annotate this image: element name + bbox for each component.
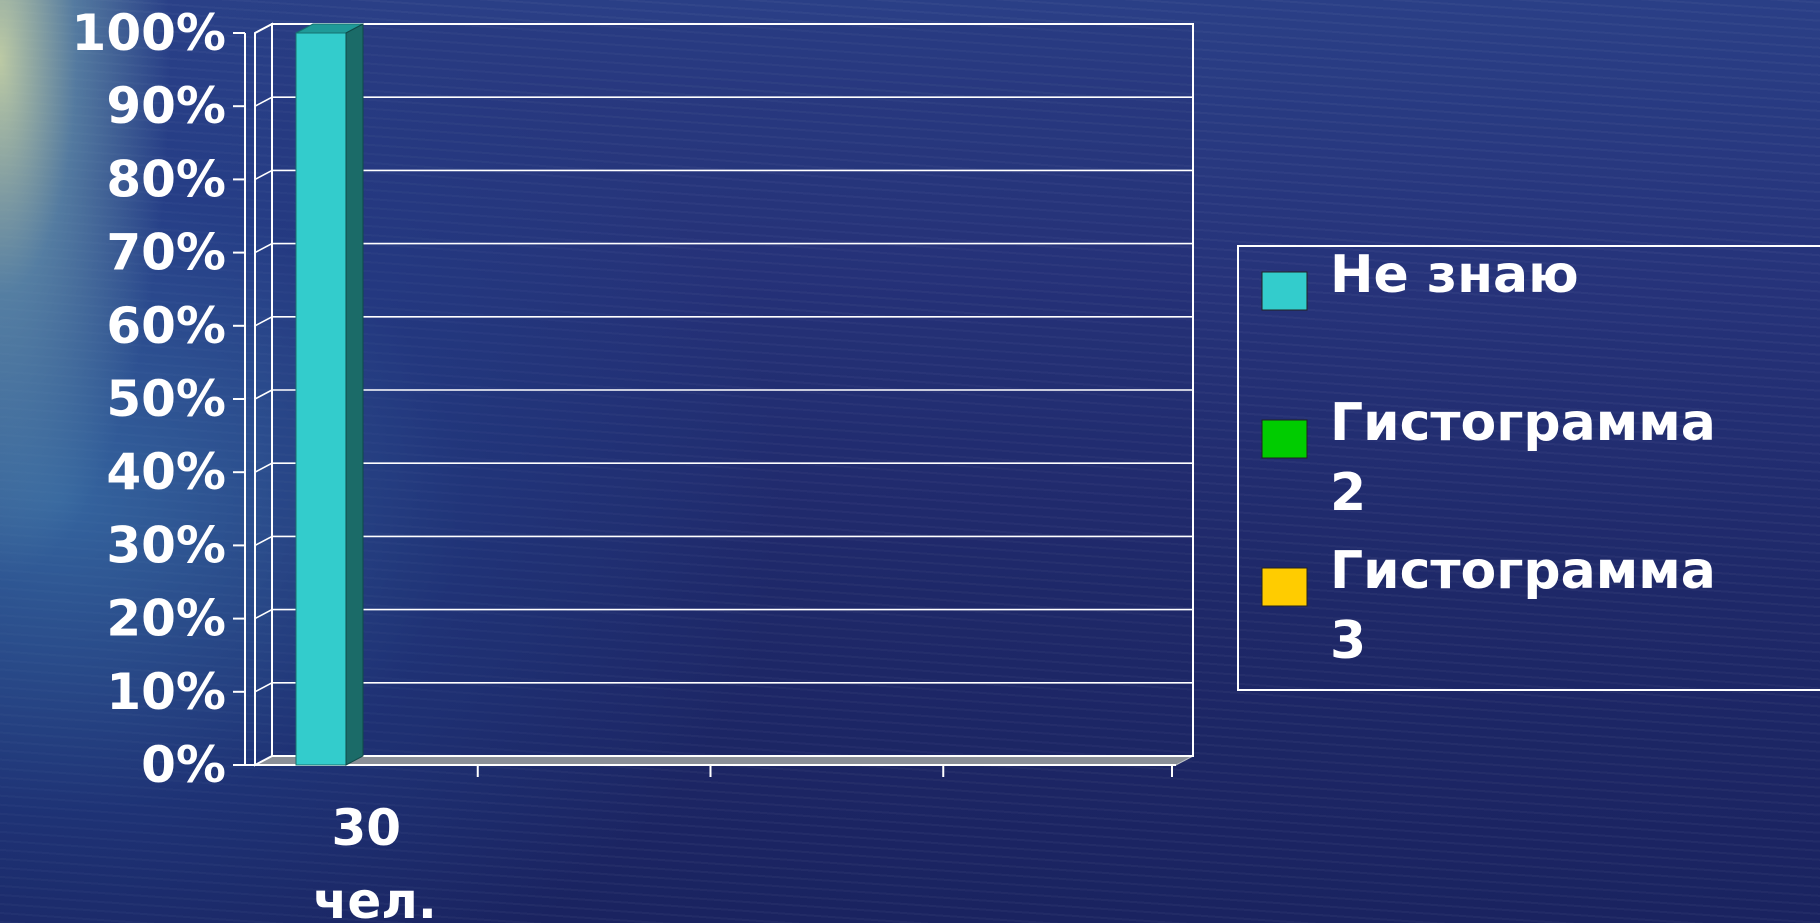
y-tick-label: 0% [141,736,226,794]
x-tick-label-line-2: чел. [313,872,437,923]
chart-floor [254,755,1194,766]
y-tick-label: 70% [106,224,226,282]
legend-label-line: 3 [1330,611,1366,671]
legend-item: Гистограмма 2 [1261,393,1716,523]
gridline-side [254,169,273,181]
gridline-side [254,389,273,400]
y-tick-label: 60% [106,297,226,355]
legend: Не знаю Гистограмма 2 Гистограмма 3 [1237,245,1820,691]
y-tick-label: 100% [72,4,226,62]
x-tick-label-line-1: 30 [331,799,401,857]
legend-label-line: Гистограмма [1330,393,1716,453]
gridline-side [254,316,273,327]
legend-swatch [1261,271,1308,311]
legend-swatch [1261,419,1308,459]
legend-swatch [1261,567,1308,607]
gridline-side [254,23,273,34]
bar-0 [295,23,364,766]
legend-label-line: 2 [1330,463,1366,523]
legend-label-line: Гистограмма [1330,541,1716,601]
gridline-side [254,242,273,254]
x-tick-label: 30 чел. [313,799,437,923]
y-tick-label: 80% [106,150,226,208]
bars [295,23,364,766]
gridline-side [254,462,273,473]
y-tick-label: 50% [106,370,226,428]
y-tick-label: 30% [106,516,226,574]
gridline-side [254,535,273,547]
gridline-side [254,682,273,693]
gridlines [254,23,1193,693]
y-tick-label: 20% [106,590,226,648]
legend-item: Не знаю [1261,245,1579,311]
gridline-side [254,608,273,620]
legend-item: Гистограмма 3 [1261,541,1716,671]
plot-area [244,22,1194,767]
legend-label-line: Не знаю [1330,245,1579,305]
y-axis: 0% 10% 20% 30% 40% 50% 60% 70% 80% 90% 100% [72,4,245,794]
y-tick-label: 40% [106,443,226,501]
bar-front [295,32,347,766]
x-axis: 30 чел. [313,765,1173,923]
y-tick-label: 10% [106,663,226,721]
legend-box [1237,245,1820,691]
legend-label: Не знаю [1330,245,1579,305]
legend-label: Гистограмма 3 [1330,541,1716,671]
y-tick-label: 90% [106,77,226,135]
legend-label: Гистограмма 2 [1330,393,1716,523]
bar-side [345,23,364,766]
gridline-side [254,96,273,107]
